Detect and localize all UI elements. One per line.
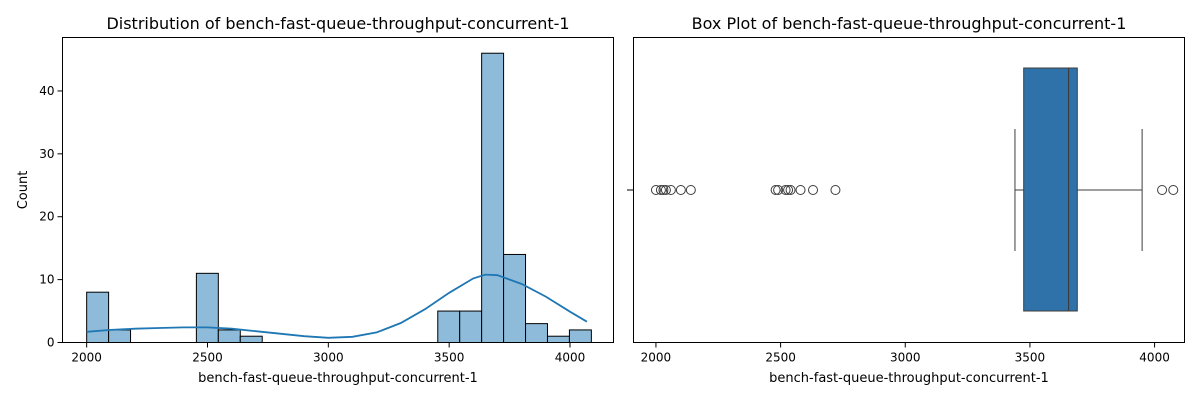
- histogram-bars: [86, 52, 592, 344]
- x-tick-label: 4000: [1139, 351, 1170, 365]
- histogram-bar: [108, 329, 132, 343]
- y-tick-label: 10: [39, 273, 54, 287]
- outlier-point: [655, 185, 666, 195]
- boxplot-panel: Box Plot of bench-fast-queue-throughput-…: [627, 14, 1185, 386]
- histogram-axes-frame: [62, 37, 614, 343]
- outlier-point: [1168, 185, 1179, 195]
- histogram-title: Distribution of bench-fast-queue-through…: [106, 14, 569, 33]
- histogram-y-ticks: 0 10 20 30 40: [39, 84, 63, 350]
- histogram-bar: [546, 335, 570, 343]
- histogram-x-label: bench-fast-queue-throughput-concurrent-1: [198, 371, 478, 386]
- kde-line: [86, 273, 588, 339]
- y-tick-label: 30: [39, 147, 54, 161]
- outlier-point: [808, 185, 819, 195]
- boxplot-axes-frame: [633, 37, 1185, 343]
- outlier-point: [770, 185, 781, 195]
- histogram-bar: [503, 253, 527, 343]
- histogram-bar: [217, 329, 241, 343]
- boxplot-x-ticks: 2000 2500 3000 3500 4000: [641, 342, 1170, 365]
- outlier-point: [795, 185, 806, 195]
- histogram-panel: Distribution of bench-fast-queue-through…: [16, 14, 614, 386]
- outlier-point: [1157, 185, 1168, 195]
- outlier-point: [660, 185, 671, 195]
- histogram-bar: [239, 335, 263, 343]
- boxplot-elements: [650, 67, 1179, 312]
- histogram-bar: [459, 310, 483, 343]
- boxplot-title: Box Plot of bench-fast-queue-throughput-…: [692, 14, 1127, 33]
- histogram-bar: [437, 310, 461, 343]
- x-tick-label: 2500: [765, 351, 796, 365]
- y-tick-label: 0: [47, 336, 55, 350]
- histogram-bar: [568, 329, 592, 343]
- x-tick-label: 4000: [555, 351, 586, 365]
- histogram-y-label: Count: [16, 171, 31, 210]
- histogram-bar: [86, 291, 110, 344]
- histogram-bar: [525, 323, 548, 344]
- x-tick-label: 3500: [434, 351, 465, 365]
- outlier-point: [658, 185, 669, 195]
- outlier-point: [780, 185, 791, 195]
- x-tick-label: 3000: [313, 351, 344, 365]
- x-tick-label: 3000: [890, 351, 921, 365]
- outlier-point: [783, 185, 794, 195]
- box-iqr: [1023, 67, 1078, 312]
- y-tick-label: 20: [39, 210, 54, 224]
- histogram-bar: [195, 272, 219, 343]
- histogram-x-ticks: 2000 2500 3000 3500 4000: [71, 342, 586, 365]
- outlier-point: [665, 185, 676, 195]
- x-tick-label: 3500: [1015, 351, 1046, 365]
- outlier-point: [650, 185, 661, 195]
- x-tick-label: 2000: [641, 351, 672, 365]
- boxplot-x-label: bench-fast-queue-throughput-concurrent-1: [769, 371, 1049, 386]
- outlier-point: [685, 185, 696, 195]
- histogram-bar: [481, 52, 505, 343]
- outlier-point: [675, 185, 686, 195]
- outlier-point: [773, 185, 784, 195]
- x-tick-label: 2500: [192, 351, 223, 365]
- outlier-point: [785, 185, 796, 195]
- x-tick-label: 2000: [71, 351, 102, 365]
- outlier-point: [830, 185, 841, 195]
- y-tick-label: 40: [39, 84, 54, 98]
